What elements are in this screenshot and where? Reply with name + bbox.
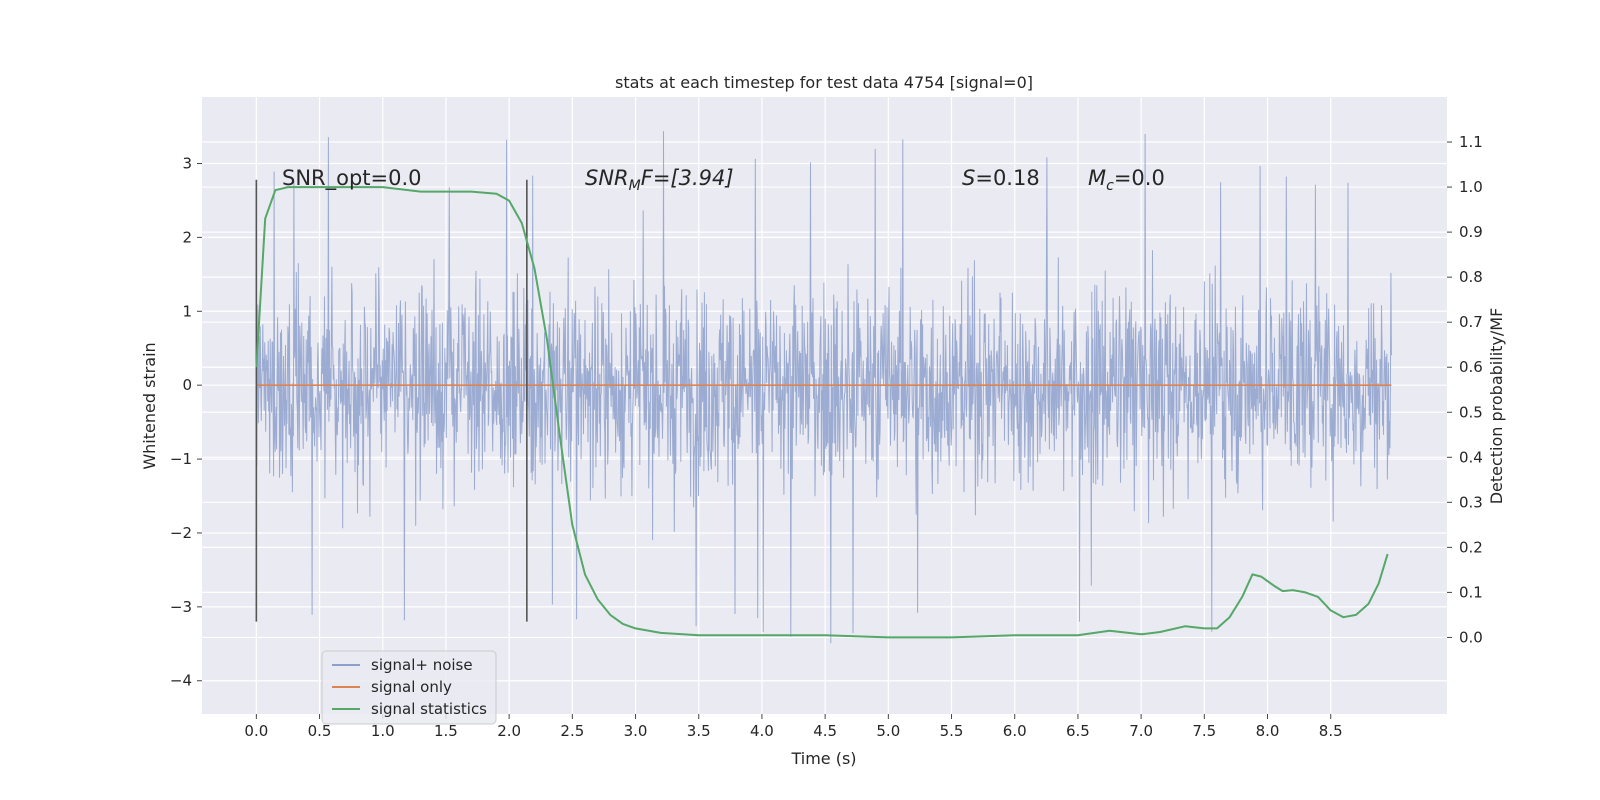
- annotation-mc: Mc=0.0: [1088, 166, 1165, 194]
- annotation-s-rest: =0.18: [975, 166, 1039, 190]
- y2-tick-label: 0.4: [1459, 448, 1483, 466]
- annotation-snr-opt: SNR_opt=0.0: [282, 166, 422, 191]
- y2-tick-label: 1.0: [1459, 178, 1483, 196]
- x-tick-label: 8.0: [1256, 722, 1280, 740]
- x-tick-label: 5.5: [940, 722, 964, 740]
- x-tick-label: 5.0: [876, 722, 900, 740]
- x-tick-label: 2.0: [497, 722, 521, 740]
- annotation-s-main: S: [962, 166, 975, 190]
- y2-tick-label: 1.1: [1459, 133, 1483, 151]
- x-tick-label: 6.0: [1003, 722, 1027, 740]
- series-signal-plus-noise: [255, 131, 1392, 644]
- y2-axis-label: Detection probability/MF: [1487, 308, 1506, 505]
- x-tick-label: 4.0: [750, 722, 774, 740]
- y2-tick-label: 0.8: [1459, 268, 1483, 286]
- series-signal-statistics-line: [255, 186, 1389, 639]
- annotation-snr-mf-rest: F=[3.94]: [641, 166, 734, 190]
- chart-title: stats at each timestep for test data 475…: [615, 73, 1033, 92]
- y2-tick-labels: 1.1 1.0 0.9 0.8 0.7 0.6 0.5 0.4 0.3 0.2 0.1 0.0: [1447, 133, 1483, 646]
- series-signal-plus-noise-line: [255, 131, 1392, 644]
- y2-tick-label: 0.2: [1459, 538, 1483, 556]
- y2-tick-label: 0.0: [1459, 628, 1483, 646]
- annotation-snr-mf: SNRMF=[3.94]: [585, 166, 734, 194]
- y2-tick-label: 0.6: [1459, 358, 1483, 376]
- legend-label-signal-only: signal only: [371, 678, 452, 696]
- y-tick-label: −2: [170, 524, 192, 542]
- y-tick-label: 3: [182, 155, 192, 173]
- y2-tick-label: 0.1: [1459, 583, 1483, 601]
- y-tick-label: 0: [182, 376, 192, 394]
- y-tick-label: −4: [170, 672, 192, 690]
- x-tick-labels: 0.0 0.5 1.0 1.5 2.0 2.5 3.0 3.5 4.0 4.5 5.0 5.5 6.0 6…: [244, 714, 1343, 740]
- annotation-s: S=0.18: [962, 166, 1040, 190]
- legend-box: [321, 650, 497, 725]
- annotation-snr-mf-main: SNR: [585, 166, 629, 190]
- x-tick-label: 3.5: [687, 722, 711, 740]
- y2-tick-label: 0.3: [1459, 493, 1483, 511]
- y-tick-label: −3: [170, 598, 192, 616]
- x-tick-label: 7.0: [1129, 722, 1153, 740]
- annotation-snr-mf-sub: M: [629, 178, 641, 194]
- series-signal-statistics-layer: [255, 186, 1389, 639]
- y-axis-label: Whitened strain: [140, 342, 159, 469]
- legend: signal+ noise signal only signal statist…: [321, 650, 497, 725]
- annotation-mc-sub: c: [1106, 178, 1114, 194]
- legend-label-signal-statistics: signal statistics: [371, 700, 487, 718]
- legend-label-signal-plus-noise: signal+ noise: [371, 656, 473, 674]
- y-tick-label: 2: [182, 228, 192, 246]
- y2-tick-label: 0.9: [1459, 223, 1483, 241]
- vertical-marker-lines: [255, 179, 528, 622]
- x-tick-label: 8.5: [1319, 722, 1343, 740]
- x-tick-label: 7.5: [1192, 722, 1216, 740]
- annotation-mc-rest: =0.0: [1114, 166, 1165, 190]
- y-tick-labels: 3 2 1 0 −1 −2 −3 −4: [170, 155, 202, 690]
- x-axis-label: Time (s): [790, 749, 856, 768]
- y-tick-label: 1: [182, 302, 192, 320]
- x-tick-label: 2.5: [560, 722, 584, 740]
- x-tick-label: 1.5: [434, 722, 458, 740]
- x-tick-label: 0.0: [244, 722, 268, 740]
- y2-tick-label: 0.7: [1459, 313, 1483, 331]
- annotation-mc-main: M: [1088, 166, 1106, 190]
- x-tick-label: 1.0: [371, 722, 395, 740]
- x-tick-label: 0.5: [308, 722, 332, 740]
- x-tick-label: 6.5: [1066, 722, 1090, 740]
- y-tick-label: −1: [170, 450, 192, 468]
- y2-tick-label: 0.5: [1459, 403, 1483, 421]
- x-tick-label: 3.0: [624, 722, 648, 740]
- x-tick-label: 4.5: [813, 722, 837, 740]
